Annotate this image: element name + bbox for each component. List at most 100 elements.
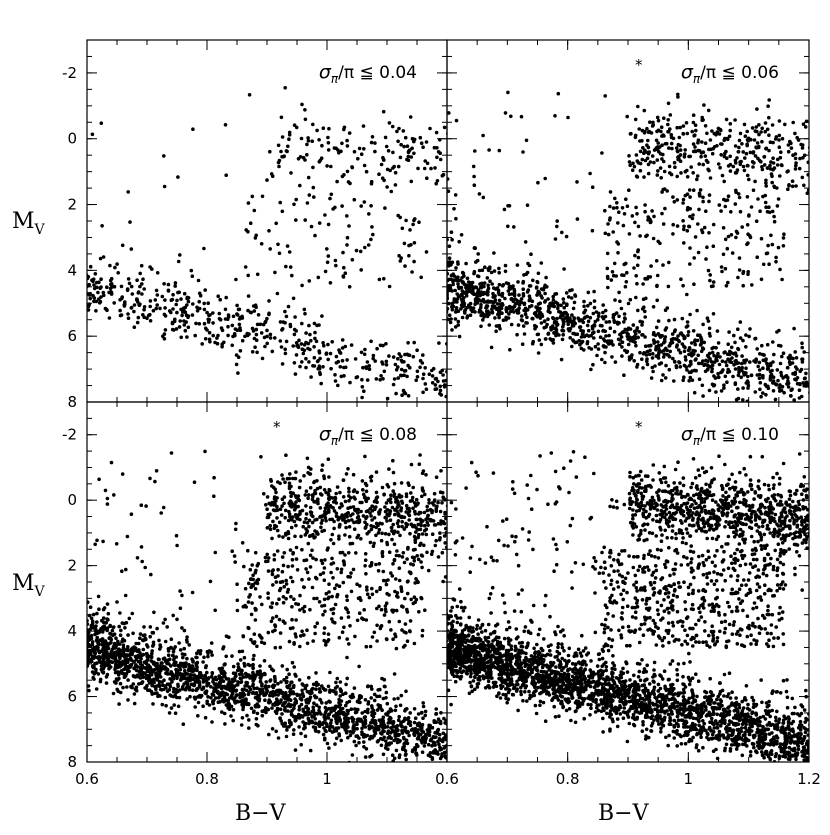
star-point	[225, 692, 230, 697]
star-point	[618, 332, 622, 337]
star-point	[736, 373, 741, 378]
star-point	[256, 577, 261, 582]
star-point	[758, 209, 762, 213]
star-point	[724, 149, 728, 154]
star-point	[208, 339, 212, 344]
star-point	[473, 297, 478, 302]
star-point	[307, 193, 312, 197]
star-point	[791, 120, 795, 125]
star-point	[369, 696, 374, 700]
star-point	[317, 705, 322, 710]
star-point	[693, 123, 698, 127]
star-point	[451, 739, 455, 743]
star-point	[178, 319, 182, 323]
star-point	[696, 353, 700, 358]
star-point	[459, 233, 464, 237]
star-point	[687, 370, 692, 375]
star-point	[674, 146, 679, 150]
y-tick-label: 8	[67, 393, 77, 411]
star-point	[407, 148, 412, 153]
star-point	[167, 711, 172, 715]
star-point	[761, 376, 765, 380]
star-point	[407, 733, 411, 738]
star-point	[342, 625, 346, 629]
star-point	[226, 333, 230, 338]
star-point	[126, 312, 130, 316]
star-point	[370, 504, 374, 509]
star-point	[719, 153, 723, 157]
star-point	[716, 371, 720, 376]
star-point	[391, 724, 395, 729]
star-point	[700, 383, 705, 388]
star-point	[410, 498, 415, 503]
star-point	[246, 201, 251, 205]
star-point	[702, 103, 706, 107]
star-point	[435, 286, 439, 290]
star-point	[555, 219, 559, 223]
star-point	[433, 280, 437, 284]
star-point	[490, 282, 495, 286]
star-point	[592, 336, 596, 340]
star-point	[273, 270, 277, 275]
star-point	[389, 189, 394, 194]
star-point	[561, 317, 566, 322]
star-point	[302, 520, 307, 524]
star-point	[459, 307, 463, 311]
star-point	[500, 311, 504, 316]
star-point	[252, 208, 257, 213]
star-point	[800, 175, 805, 180]
star-point	[118, 690, 123, 695]
star-point	[553, 114, 557, 118]
star-point	[465, 276, 470, 281]
star-point	[306, 136, 310, 140]
star-point	[428, 300, 432, 304]
star-point	[73, 651, 77, 655]
star-point	[530, 316, 534, 321]
star-point	[730, 251, 735, 255]
star-point	[73, 616, 77, 620]
star-point	[212, 494, 216, 499]
star-point	[412, 241, 417, 245]
star-point	[766, 364, 770, 369]
star-point	[306, 139, 311, 143]
star-point	[433, 279, 437, 283]
star-point	[297, 485, 302, 490]
star-point	[303, 311, 307, 316]
star-point	[736, 327, 740, 332]
star-point	[501, 283, 506, 287]
star-point	[499, 306, 504, 311]
star-point	[254, 233, 258, 238]
star-point	[737, 138, 742, 143]
star-point	[661, 159, 666, 164]
star-point	[536, 271, 541, 276]
star-point	[746, 383, 751, 388]
star-point	[72, 257, 76, 261]
star-point	[779, 150, 783, 154]
star-point	[683, 148, 687, 152]
star-point	[625, 204, 630, 208]
star-point	[441, 172, 446, 177]
star-point	[429, 293, 433, 297]
star-point	[217, 311, 222, 316]
star-point	[82, 286, 86, 290]
star-point	[169, 310, 173, 315]
star-point	[67, 245, 71, 249]
star-point	[246, 662, 250, 667]
star-point	[438, 151, 443, 155]
star-point	[328, 281, 333, 285]
star-point	[687, 224, 692, 229]
star-point	[235, 608, 240, 613]
star-point	[235, 598, 240, 603]
star-point	[596, 317, 600, 322]
star-point	[418, 135, 423, 140]
star-point	[690, 129, 694, 134]
y-tick-label: 0	[67, 130, 77, 148]
star-point	[195, 309, 200, 313]
star-point	[427, 501, 431, 505]
star-point	[362, 745, 366, 749]
star-point	[435, 265, 439, 269]
star-point	[274, 490, 278, 495]
star-point	[187, 643, 191, 647]
star-point	[305, 641, 310, 646]
star-point	[266, 569, 271, 573]
